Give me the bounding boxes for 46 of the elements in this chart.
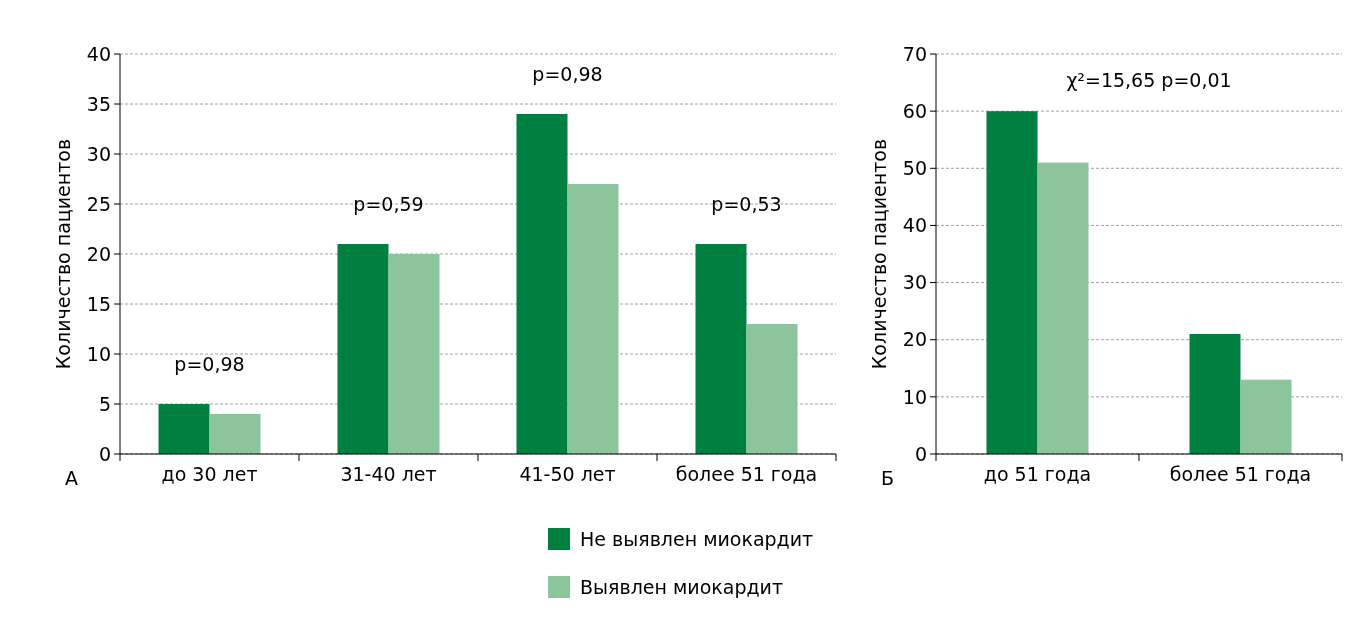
legend-label: Выявлен миокардит [580, 575, 783, 598]
bar [1189, 334, 1241, 454]
annotation: p=0,59 [353, 192, 424, 215]
y-tick-label: 10 [902, 385, 927, 408]
y-tick-label: 30 [86, 142, 111, 165]
y-tick-label: 50 [902, 156, 927, 179]
x-tick-label: 31-40 лет [340, 463, 437, 485]
y-tick-label: 20 [902, 328, 927, 351]
legend-label: Не выявлен миокардит [580, 527, 814, 550]
x-tick-label: до 51 года [983, 463, 1092, 485]
annotation: p=0,53 [711, 192, 782, 215]
bar [986, 111, 1038, 454]
bar [516, 114, 568, 454]
y-tick-label: 70 [902, 42, 927, 65]
y-tick-label: 0 [914, 442, 927, 465]
bar [388, 254, 440, 454]
bar [158, 404, 210, 454]
y-tick-label: 40 [86, 42, 111, 65]
x-tick-label: 41-50 лет [519, 463, 616, 485]
bar [1037, 162, 1089, 454]
y-tick-label: 10 [86, 342, 111, 365]
y-tick-label: 20 [86, 242, 111, 265]
y-axis-title: Количество пациентов [868, 138, 890, 370]
x-tick-label: более 51 года [1169, 463, 1312, 485]
bar [746, 324, 798, 454]
bar [337, 244, 389, 454]
y-tick-label: 15 [86, 292, 111, 315]
bar [209, 414, 261, 454]
bar [1240, 379, 1292, 454]
y-tick-label: 5 [98, 392, 111, 415]
y-tick-label: 30 [902, 271, 927, 294]
annotation: p=0,98 [532, 62, 603, 85]
bar [567, 184, 619, 454]
bar [695, 244, 747, 454]
y-tick-label: 0 [98, 442, 111, 465]
y-tick-label: 40 [902, 214, 927, 237]
y-tick-label: 60 [902, 99, 927, 122]
text: Б [881, 467, 895, 489]
y-axis-title: Количество пациентов [52, 138, 74, 370]
y-tick-label: 25 [86, 192, 111, 215]
y-tick-label: 35 [86, 92, 111, 115]
x-tick-label: более 51 года [675, 463, 818, 485]
x-tick-label: до 30 лет [161, 463, 258, 485]
annotation: χ²=15,65 p=0,01 [1066, 69, 1232, 91]
text: А [65, 467, 78, 489]
annotation: p=0,98 [174, 352, 245, 375]
